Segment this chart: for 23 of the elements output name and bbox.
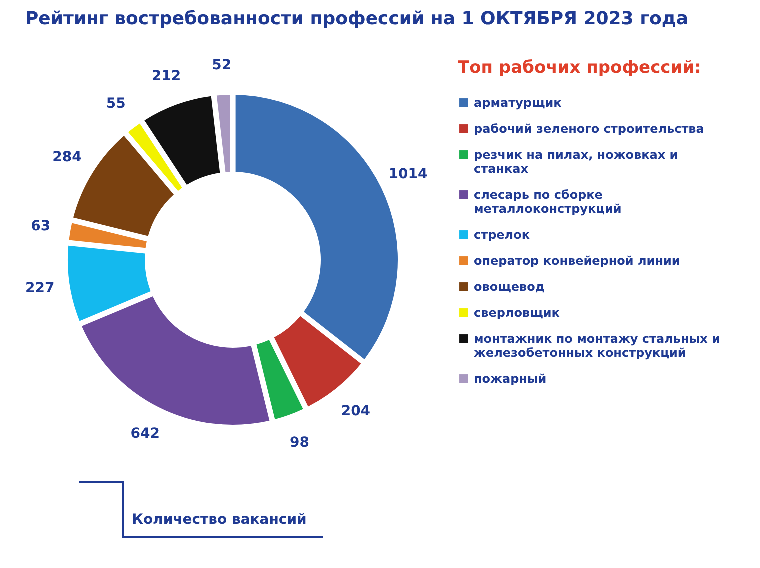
text: Количество вакансий [132, 512, 307, 528]
data-label: 227 [25, 280, 55, 297]
data-label: 1014 [388, 166, 428, 183]
data-label: 204 [341, 403, 371, 420]
data-label: 55 [106, 96, 126, 112]
legend-label: рабочий зеленого строительства [474, 122, 704, 136]
data-label: 284 [52, 149, 82, 166]
legend-label: слесарь по сборке металлоконструкций [474, 188, 622, 216]
legend-label: монтажник по монтажу стальных и железобетонных конструкций [474, 332, 720, 360]
legend-label: овощевод [474, 280, 546, 294]
legend-label: арматурщик [474, 96, 562, 110]
legend-label: пожарный [474, 372, 547, 386]
legend-label: сверловщик [474, 306, 560, 320]
legend-label: резчик на пилах, ножовках и станках [474, 148, 678, 176]
data-label: 63 [31, 218, 51, 235]
legend-label: стрелок [474, 228, 530, 242]
chart-title: Рейтинг востребованности профессий на 1 ОКТЯБРЯ 2023 года [25, 8, 689, 30]
data-label: 642 [130, 426, 160, 442]
data-label: 98 [290, 435, 310, 452]
data-label: 52 [212, 57, 232, 74]
data-label: 212 [152, 68, 182, 85]
legend-title: Топ рабочих профессий: [458, 58, 702, 78]
legend-label: оператор конвейерной линии [474, 254, 680, 268]
